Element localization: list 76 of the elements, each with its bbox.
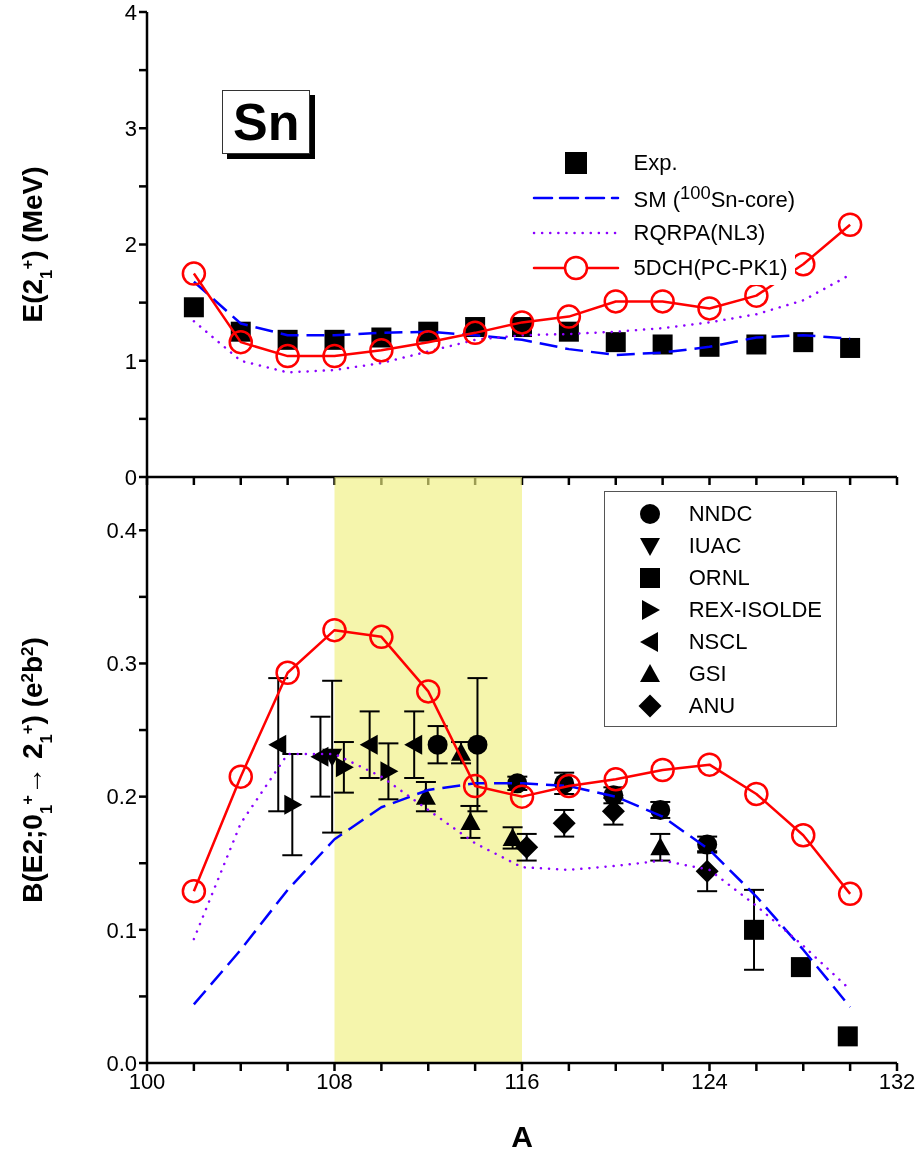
point xyxy=(509,310,535,335)
point xyxy=(462,773,488,799)
point xyxy=(284,794,303,815)
x-axis-title: A xyxy=(511,1120,533,1153)
point xyxy=(603,767,628,792)
point xyxy=(268,734,287,755)
point xyxy=(556,773,582,799)
point xyxy=(404,734,423,755)
point xyxy=(556,304,582,329)
point xyxy=(695,859,719,883)
point xyxy=(416,329,441,355)
point xyxy=(369,624,394,650)
point xyxy=(462,320,488,346)
x-tick-label: 132 xyxy=(878,1068,915,1094)
point xyxy=(650,757,675,783)
legend-label: NNDC xyxy=(688,501,753,527)
point xyxy=(416,679,441,704)
x-tick-label: 116 xyxy=(504,1068,540,1094)
x-tick-label: 124 xyxy=(691,1068,728,1094)
y-tick-label: 0.1 xyxy=(106,917,137,943)
point xyxy=(275,343,300,369)
point xyxy=(181,878,207,904)
legend-label: RQRPA(NL3) xyxy=(633,219,766,246)
point xyxy=(652,334,673,355)
point xyxy=(335,757,354,778)
y-tick-label: 0 xyxy=(124,464,137,490)
y-tick-label: 2 xyxy=(124,232,137,258)
point xyxy=(697,296,722,321)
point xyxy=(840,337,861,358)
point xyxy=(460,811,481,830)
point xyxy=(369,338,394,363)
point xyxy=(744,781,769,807)
point xyxy=(837,881,863,907)
point xyxy=(380,761,399,782)
annotation: Sn xyxy=(222,90,311,154)
point xyxy=(228,764,253,789)
point xyxy=(697,752,722,777)
y-tick-label: 0.2 xyxy=(106,784,137,810)
point xyxy=(275,660,300,686)
point xyxy=(359,734,378,755)
legend-label: ANU xyxy=(688,693,736,719)
point xyxy=(699,336,720,357)
point xyxy=(467,734,488,755)
legend-label: NSCL xyxy=(688,629,748,655)
y-tick-label: 0.3 xyxy=(106,651,137,677)
point xyxy=(509,784,535,809)
point xyxy=(181,261,207,286)
point xyxy=(837,1026,858,1047)
legend-label: REX-ISOLDE xyxy=(688,597,822,623)
point xyxy=(310,746,329,767)
legend-label: 5DCH(PC-PK1) xyxy=(633,254,788,281)
y-tick-label: 3 xyxy=(124,116,137,142)
point xyxy=(427,734,448,755)
point xyxy=(603,289,628,314)
point xyxy=(605,332,626,353)
point xyxy=(791,823,816,848)
point xyxy=(744,919,765,940)
y-tick-label: 4 xyxy=(124,0,137,25)
point xyxy=(228,329,253,355)
y-tick-label: 0.4 xyxy=(106,518,137,544)
point xyxy=(744,283,769,308)
point xyxy=(790,957,811,978)
point xyxy=(837,212,863,237)
legend-label: SM ($^{100}$Sn-core) xyxy=(633,181,795,214)
y-tick-label: 1 xyxy=(124,348,137,374)
point xyxy=(650,289,675,314)
point xyxy=(415,786,436,805)
x-tick-label: 108 xyxy=(316,1068,353,1094)
point xyxy=(183,297,204,318)
legend-label: Exp. xyxy=(633,149,678,176)
point xyxy=(322,617,347,643)
legend-label: IUAC xyxy=(688,533,742,559)
point xyxy=(322,343,347,369)
legend-label: GSI xyxy=(688,661,727,687)
legend-label: ORNL xyxy=(688,565,750,591)
point xyxy=(650,837,671,856)
